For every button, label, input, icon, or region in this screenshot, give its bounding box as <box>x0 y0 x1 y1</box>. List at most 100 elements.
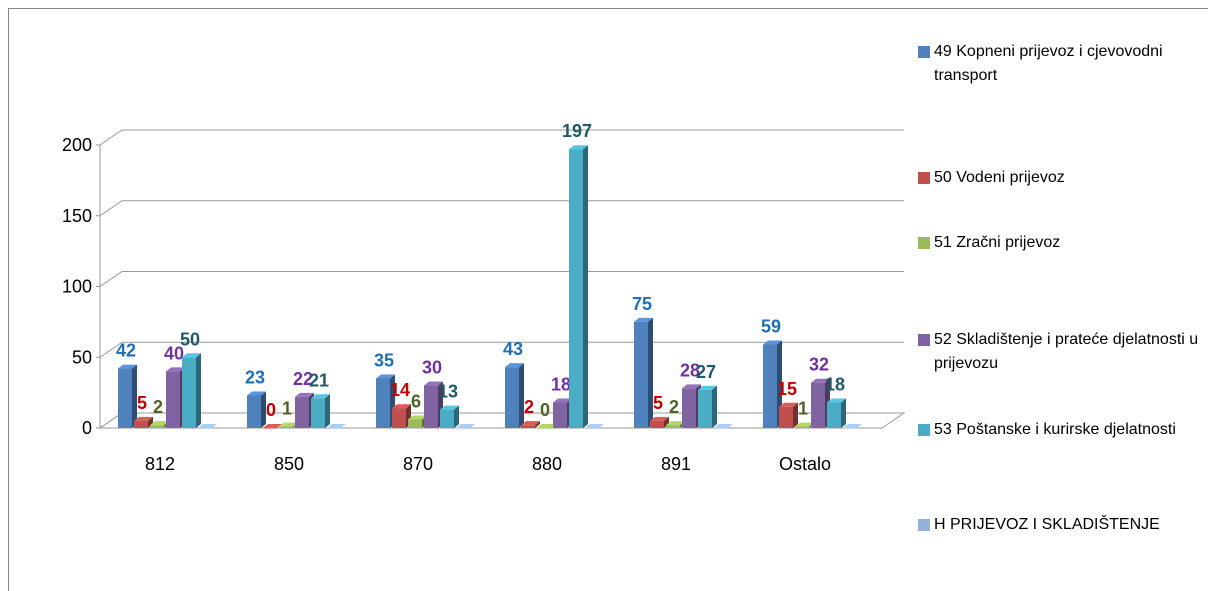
bar-face <box>247 391 266 396</box>
data-label: 5 <box>653 393 663 413</box>
data-label: 43 <box>503 339 523 359</box>
legend-item: 49 Kopneni prijevoz i cjevovodni transpo… <box>918 40 1200 88</box>
bar-face <box>763 340 782 345</box>
bar-face <box>440 405 459 410</box>
bar-face <box>569 149 583 428</box>
x-tick-label: 870 <box>403 454 433 474</box>
bar <box>585 424 604 429</box>
bar-face <box>440 409 454 428</box>
bar-face <box>263 424 282 428</box>
bar <box>247 391 266 428</box>
bar-face <box>537 428 551 429</box>
bar-face <box>841 398 846 428</box>
x-tick-label: 850 <box>274 454 304 474</box>
data-label: 28 <box>680 360 700 380</box>
x-tick-label: 880 <box>532 454 562 474</box>
bar-face <box>583 145 588 428</box>
data-label: 15 <box>777 379 797 399</box>
bar-face <box>779 406 793 428</box>
bar <box>198 424 217 429</box>
bar-face <box>118 368 132 428</box>
bar-face <box>682 384 701 389</box>
bar-face <box>118 364 137 369</box>
data-label: 1 <box>798 399 808 419</box>
bar-face <box>843 428 857 429</box>
bar-face <box>827 398 846 403</box>
y-tick-label: 0 <box>82 418 92 438</box>
legend-item: 50 Vodeni prijevoz <box>918 166 1200 190</box>
bar-face <box>795 422 814 427</box>
bar-face <box>134 416 153 421</box>
bar-face <box>634 321 648 428</box>
y-tick-label: 200 <box>62 135 92 155</box>
bar-face <box>261 391 266 428</box>
data-label: 23 <box>245 367 265 387</box>
data-label: 2 <box>153 397 163 417</box>
legend-swatch <box>918 172 930 184</box>
grid-line <box>96 129 904 146</box>
bar <box>440 405 459 428</box>
data-label: 30 <box>422 358 442 378</box>
data-label: 42 <box>116 341 136 361</box>
bar-face <box>827 402 841 428</box>
data-label: 21 <box>309 370 329 390</box>
data-label: 32 <box>809 355 829 375</box>
data-label: 0 <box>540 400 550 420</box>
bar-face <box>325 394 330 428</box>
y-tick-label: 50 <box>72 347 92 367</box>
legend-label: 50 Vodeni prijevoz <box>934 169 1065 186</box>
bar-face <box>666 425 680 428</box>
legend-item: 52 Skladištenje i prateće djelatnosti u … <box>918 328 1200 376</box>
bar <box>779 402 798 428</box>
bar-face <box>795 426 809 428</box>
legend-item: 53 Poštanske i kurirske djelatnosti <box>918 418 1200 442</box>
bar-face <box>392 404 411 409</box>
bar <box>698 385 717 428</box>
bar-face <box>424 381 443 386</box>
bar <box>827 398 846 428</box>
data-label: 40 <box>164 343 184 363</box>
frame <box>8 8 1208 591</box>
bar-face <box>664 416 669 428</box>
bar-face <box>650 420 664 428</box>
bar-face <box>198 424 217 428</box>
bar-face <box>148 416 153 428</box>
bar-face <box>553 402 567 428</box>
bar <box>763 340 782 428</box>
data-label: 59 <box>761 317 781 337</box>
bar-face <box>182 353 201 358</box>
bar-face <box>295 392 314 397</box>
bar-face <box>569 145 588 150</box>
bar <box>311 394 330 428</box>
bar-face <box>408 419 422 428</box>
data-label: 2 <box>524 397 534 417</box>
data-label: 13 <box>438 382 458 402</box>
bar-face <box>198 428 212 429</box>
bar-face <box>456 428 470 429</box>
data-label: 1 <box>282 399 292 419</box>
y-tick-label: 100 <box>62 277 92 297</box>
bar-face <box>134 420 148 428</box>
bar <box>714 424 733 429</box>
bar-face <box>311 394 330 399</box>
legend-swatch <box>918 424 930 436</box>
bar <box>505 363 524 428</box>
bar-face <box>779 402 798 407</box>
bar-face <box>712 385 717 428</box>
bar-face <box>247 395 261 428</box>
bar-face <box>811 382 825 428</box>
bar-face <box>843 424 862 428</box>
bar-face <box>634 317 653 322</box>
legend-swatch <box>918 46 930 58</box>
bar <box>569 145 588 428</box>
data-label: 6 <box>411 392 421 412</box>
bar-face <box>698 385 717 390</box>
bar <box>634 317 653 428</box>
bar-face <box>166 371 180 428</box>
bar-face <box>585 424 604 428</box>
bar-face <box>327 424 346 428</box>
bar-face <box>505 363 524 368</box>
x-tick-label: 812 <box>145 454 175 474</box>
bar-face <box>698 389 712 428</box>
